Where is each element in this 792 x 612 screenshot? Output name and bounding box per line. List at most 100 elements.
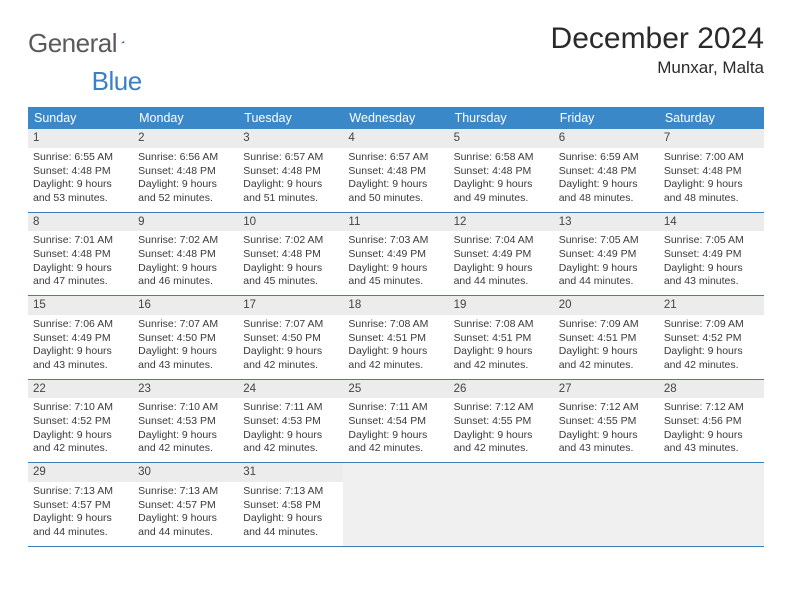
sunrise-line: Sunrise: 7:12 AM [454, 401, 549, 415]
sunrise-line: Sunrise: 7:05 AM [664, 234, 759, 248]
day-number: 5 [449, 129, 554, 148]
sunrise-line: Sunrise: 7:10 AM [33, 401, 128, 415]
sunset-line: Sunset: 4:49 PM [559, 248, 654, 262]
weekday-header: Monday [133, 107, 238, 129]
day-body: Sunrise: 7:12 AMSunset: 4:55 PMDaylight:… [449, 398, 554, 456]
daylight-line: Daylight: 9 hours and 42 minutes. [138, 429, 233, 456]
sunset-line: Sunset: 4:56 PM [664, 415, 759, 429]
sunset-line: Sunset: 4:53 PM [138, 415, 233, 429]
sunset-line: Sunset: 4:49 PM [33, 332, 128, 346]
week-row: 15Sunrise: 7:06 AMSunset: 4:49 PMDayligh… [28, 296, 764, 380]
week-row: 1Sunrise: 6:55 AMSunset: 4:48 PMDaylight… [28, 129, 764, 213]
sunset-line: Sunset: 4:49 PM [454, 248, 549, 262]
day-cell: 27Sunrise: 7:12 AMSunset: 4:55 PMDayligh… [554, 380, 659, 463]
sunrise-line: Sunrise: 7:02 AM [138, 234, 233, 248]
day-cell: 8Sunrise: 7:01 AMSunset: 4:48 PMDaylight… [28, 213, 133, 296]
day-body: Sunrise: 6:59 AMSunset: 4:48 PMDaylight:… [554, 148, 659, 206]
day-number: 4 [343, 129, 448, 148]
sunrise-line: Sunrise: 7:04 AM [454, 234, 549, 248]
sunset-line: Sunset: 4:48 PM [664, 165, 759, 179]
sunset-line: Sunset: 4:51 PM [454, 332, 549, 346]
day-number: 29 [28, 463, 133, 482]
day-number: 18 [343, 296, 448, 315]
daylight-line: Daylight: 9 hours and 42 minutes. [348, 429, 443, 456]
day-body: Sunrise: 7:07 AMSunset: 4:50 PMDaylight:… [133, 315, 238, 373]
title-block: December 2024 Munxar, Malta [551, 22, 764, 78]
day-number: 11 [343, 213, 448, 232]
day-number: 7 [659, 129, 764, 148]
day-number: 9 [133, 213, 238, 232]
sunset-line: Sunset: 4:57 PM [138, 499, 233, 513]
month-title: December 2024 [551, 22, 764, 56]
sunset-line: Sunset: 4:55 PM [454, 415, 549, 429]
daylight-line: Daylight: 9 hours and 42 minutes. [559, 345, 654, 372]
logo: General [28, 22, 143, 59]
weeks-container: 1Sunrise: 6:55 AMSunset: 4:48 PMDaylight… [28, 129, 764, 547]
sunset-line: Sunset: 4:52 PM [33, 415, 128, 429]
day-body: Sunrise: 7:10 AMSunset: 4:53 PMDaylight:… [133, 398, 238, 456]
sunrise-line: Sunrise: 7:13 AM [33, 485, 128, 499]
daylight-line: Daylight: 9 hours and 43 minutes. [33, 345, 128, 372]
day-body: Sunrise: 7:13 AMSunset: 4:58 PMDaylight:… [238, 482, 343, 540]
week-row: 22Sunrise: 7:10 AMSunset: 4:52 PMDayligh… [28, 380, 764, 464]
day-body: Sunrise: 7:13 AMSunset: 4:57 PMDaylight:… [133, 482, 238, 540]
day-cell: 21Sunrise: 7:09 AMSunset: 4:52 PMDayligh… [659, 296, 764, 379]
weekday-header: Friday [554, 107, 659, 129]
daylight-line: Daylight: 9 hours and 42 minutes. [348, 345, 443, 372]
sunrise-line: Sunrise: 7:01 AM [33, 234, 128, 248]
day-body: Sunrise: 7:13 AMSunset: 4:57 PMDaylight:… [28, 482, 133, 540]
day-body: Sunrise: 7:09 AMSunset: 4:51 PMDaylight:… [554, 315, 659, 373]
day-number: 2 [133, 129, 238, 148]
daylight-line: Daylight: 9 hours and 42 minutes. [454, 429, 549, 456]
day-cell-empty [659, 463, 764, 546]
sunset-line: Sunset: 4:52 PM [664, 332, 759, 346]
weekday-header-row: SundayMondayTuesdayWednesdayThursdayFrid… [28, 107, 764, 129]
day-body: Sunrise: 7:01 AMSunset: 4:48 PMDaylight:… [28, 231, 133, 289]
daylight-line: Daylight: 9 hours and 43 minutes. [138, 345, 233, 372]
day-number: 13 [554, 213, 659, 232]
sunrise-line: Sunrise: 7:07 AM [138, 318, 233, 332]
sunrise-line: Sunrise: 7:08 AM [454, 318, 549, 332]
day-cell: 5Sunrise: 6:58 AMSunset: 4:48 PMDaylight… [449, 129, 554, 212]
sunset-line: Sunset: 4:48 PM [243, 248, 338, 262]
sunrise-line: Sunrise: 7:09 AM [559, 318, 654, 332]
day-number: 16 [133, 296, 238, 315]
day-cell: 29Sunrise: 7:13 AMSunset: 4:57 PMDayligh… [28, 463, 133, 546]
calendar-page: General December 2024 Munxar, Malta Gene… [0, 0, 792, 557]
calendar-grid: SundayMondayTuesdayWednesdayThursdayFrid… [28, 107, 764, 547]
daylight-line: Daylight: 9 hours and 44 minutes. [559, 262, 654, 289]
day-body: Sunrise: 6:57 AMSunset: 4:48 PMDaylight:… [238, 148, 343, 206]
sunrise-line: Sunrise: 6:57 AM [348, 151, 443, 165]
day-number: 31 [238, 463, 343, 482]
sunset-line: Sunset: 4:49 PM [348, 248, 443, 262]
day-number: 17 [238, 296, 343, 315]
sunset-line: Sunset: 4:49 PM [664, 248, 759, 262]
weekday-header: Wednesday [343, 107, 448, 129]
daylight-line: Daylight: 9 hours and 52 minutes. [138, 178, 233, 205]
week-row: 29Sunrise: 7:13 AMSunset: 4:57 PMDayligh… [28, 463, 764, 547]
day-number: 12 [449, 213, 554, 232]
sunset-line: Sunset: 4:54 PM [348, 415, 443, 429]
day-cell: 4Sunrise: 6:57 AMSunset: 4:48 PMDaylight… [343, 129, 448, 212]
day-number: 28 [659, 380, 764, 399]
day-cell: 31Sunrise: 7:13 AMSunset: 4:58 PMDayligh… [238, 463, 343, 546]
day-body: Sunrise: 7:05 AMSunset: 4:49 PMDaylight:… [554, 231, 659, 289]
day-body: Sunrise: 7:06 AMSunset: 4:49 PMDaylight:… [28, 315, 133, 373]
day-body: Sunrise: 7:11 AMSunset: 4:53 PMDaylight:… [238, 398, 343, 456]
day-number: 10 [238, 213, 343, 232]
sunset-line: Sunset: 4:48 PM [138, 165, 233, 179]
day-cell: 6Sunrise: 6:59 AMSunset: 4:48 PMDaylight… [554, 129, 659, 212]
day-cell-empty [554, 463, 659, 546]
sunset-line: Sunset: 4:48 PM [559, 165, 654, 179]
day-cell: 15Sunrise: 7:06 AMSunset: 4:49 PMDayligh… [28, 296, 133, 379]
daylight-line: Daylight: 9 hours and 43 minutes. [559, 429, 654, 456]
day-number: 8 [28, 213, 133, 232]
daylight-line: Daylight: 9 hours and 42 minutes. [33, 429, 128, 456]
sunrise-line: Sunrise: 7:12 AM [559, 401, 654, 415]
daylight-line: Daylight: 9 hours and 48 minutes. [559, 178, 654, 205]
day-number: 14 [659, 213, 764, 232]
day-cell: 9Sunrise: 7:02 AMSunset: 4:48 PMDaylight… [133, 213, 238, 296]
daylight-line: Daylight: 9 hours and 49 minutes. [454, 178, 549, 205]
daylight-line: Daylight: 9 hours and 44 minutes. [454, 262, 549, 289]
sunrise-line: Sunrise: 7:13 AM [243, 485, 338, 499]
